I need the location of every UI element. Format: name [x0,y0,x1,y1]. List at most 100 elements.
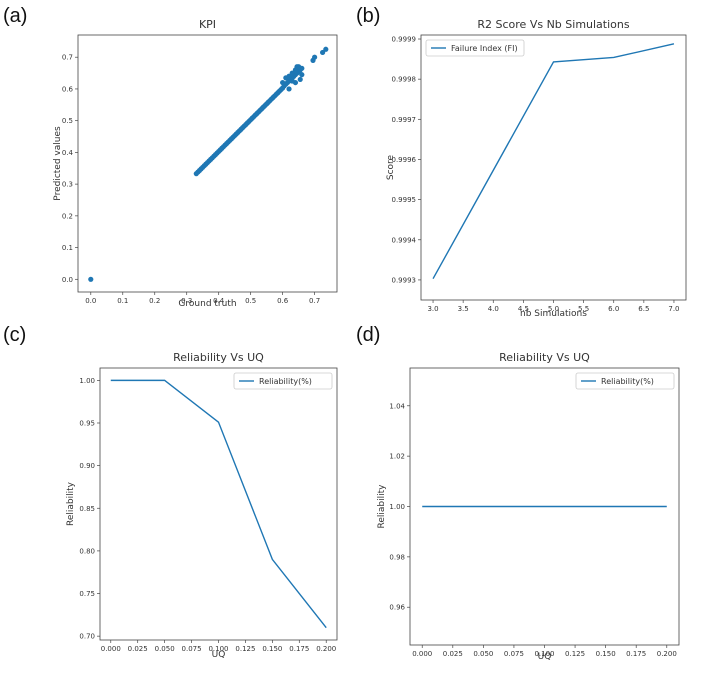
x-tick-label: 4.5 [518,305,529,313]
reliability-panel-d: Reliability Vs UQ 0.000 0.025 0.050 0.075 0.1… [377,351,680,662]
y-tick-label: 0.1 [62,244,73,252]
scatter-point [289,70,295,76]
scatter-point [294,64,300,70]
x-tick-label: 5.0 [548,305,559,313]
panel-labels: (a) (b) (c) (d) [3,5,380,346]
legend-entry: Reliability(%) [259,377,312,386]
x-tick-label: 0.125 [565,650,585,658]
scatter-point [320,49,326,56]
y-tick-label: 1.04 [389,402,405,410]
x-tick-label: 0.150 [262,645,282,653]
x-tick-label: 0.1 [117,297,128,305]
x-tick-label: 0.050 [473,650,493,658]
y-tick-label: 0.9993 [392,276,417,284]
y-tick-label: 1.02 [389,453,405,461]
scatter-point [289,78,295,84]
panel-label-b: (b) [356,5,380,27]
x-tick-label: 0.2 [149,297,160,305]
y-tick-label: 0.90 [79,462,95,470]
x-axis-label: UQ [538,652,552,662]
chart-title: KPI [199,18,216,31]
x-tick-label: 0.175 [289,645,309,653]
x-tick-label: 5.5 [578,305,589,313]
x-tick-label: 0.075 [182,645,202,653]
scatter-point [323,46,329,52]
x-tick-label: 0.200 [316,645,336,653]
series-line [432,43,675,280]
y-tick-label: 0.98 [389,553,405,561]
y-tick-label: 0.9998 [392,76,417,84]
x-tick-label: 0.150 [596,650,616,658]
y-tick-label: 0.80 [79,547,95,555]
x-tick-label: 0.025 [128,645,148,653]
x-tick-label: 4.0 [488,305,499,313]
y-tick-label: 0.9995 [392,196,417,204]
r2-score-panel: R2 Score Vs Nb Simulations 3.0 3.5 4.0 4.5 5.… [386,18,687,319]
x-tick-label: 0.6 [277,297,289,305]
kpi-scatter-panel: KPI 0.0 0.1 0.2 0.3 0.4 0.5 0.6 0.7 0.0 0.1 0.2 0.3 0… [53,18,338,309]
chart-title: R2 Score Vs Nb Simulations [477,18,629,31]
plot-frame [77,34,338,293]
scatter-point [88,276,94,282]
plot-frame [420,34,687,301]
y-tick-label: 0.4 [62,149,74,157]
scatter-point [312,54,318,60]
plot-frame [99,367,338,641]
chart-title: Reliability Vs UQ [499,351,590,364]
y-tick-label: 0.85 [79,505,95,513]
y-tick-label: 0.9996 [392,156,417,164]
x-tick-label: 0.0 [85,297,96,305]
y-tick-label: 0.9994 [392,236,417,244]
panel-label-d: (d) [356,324,380,346]
y-tick-label: 0.70 [79,633,95,641]
y-tick-label: 0.3 [62,181,73,189]
y-tick-label: 0.7 [62,54,73,62]
scatter-point [286,73,292,79]
scatter-point [280,79,286,86]
y-axis-label: Predicted values [53,126,63,201]
x-tick-label: 0.025 [443,650,463,658]
x-tick-label: 0.125 [235,645,255,653]
x-axis-label: Ground truth [178,299,236,309]
panel-label-c: (c) [3,324,26,346]
legend-entry: Failure Index (FI) [451,44,518,53]
x-axis-label: nb Simulations [520,309,587,319]
y-tick-label: 0.9999 [392,36,417,44]
chart-title: Reliability Vs UQ [173,351,264,364]
y-tick-label: 0.96 [389,604,405,612]
x-tick-label: 0.5 [245,297,256,305]
x-tick-label: 0.050 [155,645,175,653]
y-axis-label: Score [386,154,396,180]
scatter-point [286,86,292,92]
x-tick-label: 0.100 [208,645,228,653]
x-tick-label: 0.000 [412,650,432,658]
legend-entry: Reliability(%) [601,377,654,386]
scatter-point [299,72,305,78]
y-axis-label: Reliability [66,481,76,526]
series-line [110,379,327,629]
x-tick-label: 0.3 [181,297,192,305]
y-tick-label: 1.00 [389,503,405,511]
y-tick-label: 1.00 [79,377,95,385]
y-tick-label: 0.6 [62,85,74,93]
y-axis-label: Reliability [377,484,387,529]
x-tick-label: 0.200 [657,650,677,658]
x-tick-label: 0.4 [213,297,225,305]
scatter-point [297,76,303,83]
x-tick-label: 0.100 [534,650,554,658]
legend-box [233,372,333,390]
x-tick-label: 0.075 [504,650,524,658]
y-tick-label: 0.75 [79,590,95,598]
legend-box [425,39,525,57]
panel-label-a: (a) [3,5,27,27]
y-tick-label: 0.95 [79,419,95,427]
x-tick-label: 6.0 [608,305,619,313]
x-tick-label: 6.5 [638,305,649,313]
x-tick-label: 0.000 [101,645,121,653]
y-tick-label: 0.9997 [392,116,417,124]
reliability-panel-c: Reliability Vs UQ 0.000 0.025 0.050 0.075 0.1… [66,351,338,660]
x-tick-label: 3.5 [458,305,469,313]
x-axis-label: UQ [212,650,226,660]
x-tick-label: 0.175 [626,650,646,658]
